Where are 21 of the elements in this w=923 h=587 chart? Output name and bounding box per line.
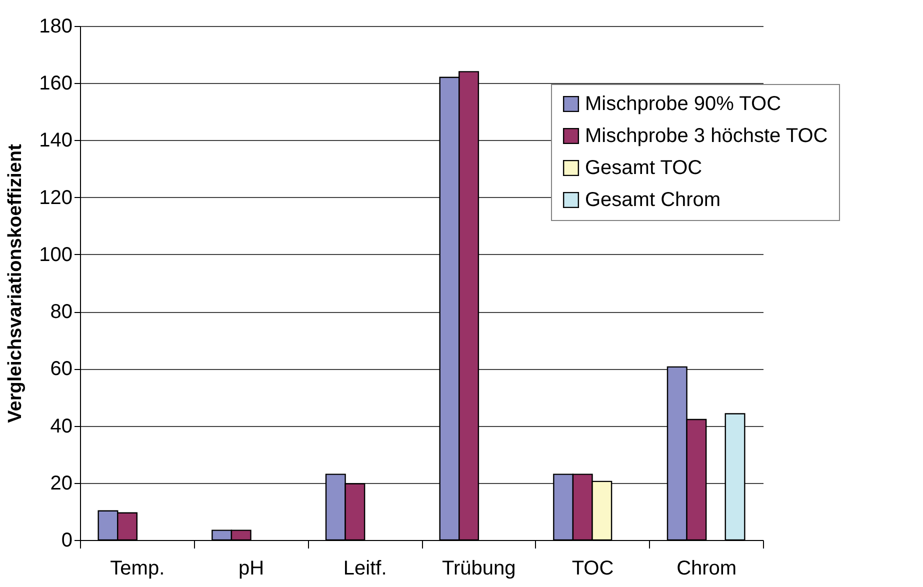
y-tick-label: 180 (39, 16, 72, 38)
x-tick-label: pH (238, 558, 264, 580)
x-tick-label: Trübung (442, 558, 516, 580)
y-tick-label: 20 (50, 472, 72, 494)
y-tick-label: 60 (50, 358, 72, 380)
y-tick-label: 40 (50, 415, 72, 438)
legend-label: Mischprobe 3 höchste TOC (585, 125, 828, 147)
y-tick-label: 140 (39, 130, 72, 152)
y-tick-label: 120 (39, 186, 72, 209)
y-tick-label: 0 (61, 530, 72, 552)
x-tick-label: Leitf. (343, 558, 387, 580)
legend-label: Mischprobe 90% TOC (585, 93, 782, 115)
x-tick-label: Temp. (110, 558, 165, 580)
legend-label: Gesamt TOC (585, 157, 702, 179)
y-tick-label: 160 (39, 72, 72, 95)
y-tick-label: 80 (50, 301, 72, 324)
x-tick-label: Chrom (676, 558, 737, 580)
y-tick-label: 100 (39, 244, 72, 266)
y-axis-title: Vergleichsvariationskoeffizient (5, 143, 26, 423)
x-tick-label: TOC (572, 558, 614, 580)
legend-label: Gesamt Chrom (585, 189, 721, 211)
